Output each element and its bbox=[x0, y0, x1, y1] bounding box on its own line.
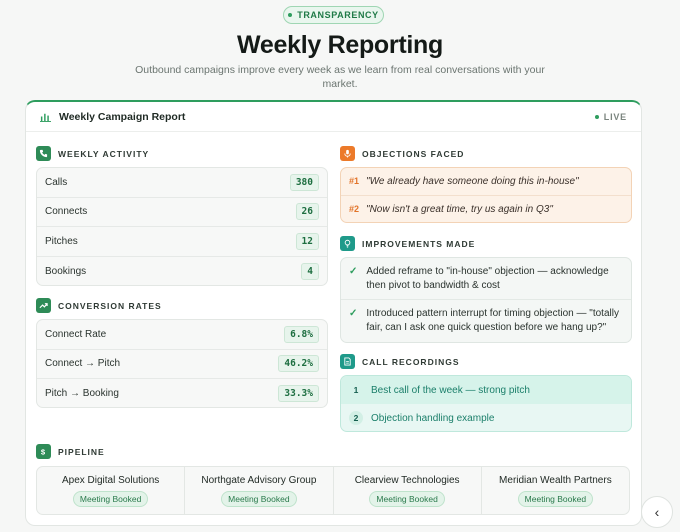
improvement-text: Introduced pattern interrupt for timing … bbox=[366, 308, 619, 333]
phone-icon bbox=[36, 146, 51, 161]
activity-row: Calls 380 bbox=[37, 168, 327, 198]
live-label: LIVE bbox=[603, 111, 627, 122]
pipeline-panel: Apex Digital Solutions Meeting Booked No… bbox=[36, 466, 630, 515]
weekly-activity-panel: Calls 380 Connects 26 Pitches 12 Booking… bbox=[36, 167, 328, 286]
pipeline-item: Apex Digital Solutions Meeting Booked bbox=[37, 467, 186, 514]
improvements-heading: IMPROVEMENTS MADE bbox=[340, 236, 475, 251]
conversion-label: Connect Rate bbox=[45, 328, 107, 340]
conversion-rates-label: CONVERSION RATES bbox=[58, 300, 162, 311]
recordings-heading: CALL RECORDINGS bbox=[340, 354, 460, 369]
conversion-label: Connect → Pitch bbox=[45, 358, 121, 370]
pipeline-label: PIPELINE bbox=[58, 446, 105, 457]
activity-label: Connects bbox=[45, 206, 88, 218]
objection-number: #1 bbox=[349, 176, 360, 187]
weekly-activity-heading: WEEKLY ACTIVITY bbox=[36, 146, 149, 161]
dollar-icon: $ bbox=[36, 444, 51, 459]
activity-value: 12 bbox=[295, 232, 319, 250]
recording-title: Best call of the week — strong pitch bbox=[371, 384, 530, 396]
activity-row: Connects 26 bbox=[37, 198, 327, 227]
pipeline-status-badge: Meeting Booked bbox=[517, 490, 594, 507]
weekly-campaign-report-card: Weekly Campaign Report LIVE WEEKLY ACTIV… bbox=[25, 100, 642, 526]
activity-label: Pitches bbox=[45, 235, 78, 247]
check-icon: ✓ bbox=[349, 266, 358, 277]
back-button[interactable]: ‹ bbox=[641, 496, 673, 528]
conversion-value: 33.3% bbox=[278, 385, 319, 403]
pipeline-item: Meridian Wealth Partners Meeting Booked bbox=[482, 467, 629, 514]
svg-text:$: $ bbox=[41, 447, 46, 456]
objection-text: "We already have someone doing this in-h… bbox=[366, 175, 579, 187]
trending-up-icon bbox=[36, 298, 51, 313]
recordings-label: CALL RECORDINGS bbox=[362, 356, 460, 367]
improvements-label: IMPROVEMENTS MADE bbox=[362, 238, 476, 249]
conversion-row: Pitch → Booking 33.3% bbox=[37, 379, 327, 407]
card-header: Weekly Campaign Report LIVE bbox=[26, 102, 641, 132]
pipeline-item: Northgate Advisory Group Meeting Booked bbox=[185, 467, 334, 514]
page-title: Weekly Reporting bbox=[237, 31, 443, 59]
activity-label: Bookings bbox=[45, 265, 87, 277]
recording-title: Objection handling example bbox=[371, 412, 495, 424]
lightbulb-icon bbox=[340, 236, 355, 251]
objection-item: #2 "Now isn't a great time, try us again… bbox=[341, 196, 631, 224]
badge-dot bbox=[288, 13, 293, 17]
improvement-text: Added reframe to "in-house" objection — … bbox=[366, 266, 609, 291]
activity-value: 4 bbox=[301, 262, 319, 280]
objection-number: #2 bbox=[349, 204, 360, 215]
pipeline-company: Northgate Advisory Group bbox=[201, 474, 317, 486]
pipeline-company: Apex Digital Solutions bbox=[61, 474, 160, 486]
objections-label: OBJECTIONS FACED bbox=[362, 148, 465, 159]
conversion-row: Connect → Pitch 46.2% bbox=[37, 350, 327, 379]
improvement-item: ✓ Added reframe to "in-house" objection … bbox=[341, 258, 631, 300]
recording-number: 2 bbox=[349, 411, 363, 425]
pipeline-status-badge: Meeting Booked bbox=[369, 490, 445, 507]
microphone-icon bbox=[340, 146, 355, 161]
pipeline-status-badge: Meeting Booked bbox=[72, 490, 149, 507]
conversion-value: 46.2% bbox=[278, 355, 319, 373]
check-icon: ✓ bbox=[349, 308, 358, 319]
objections-panel: #1 "We already have someone doing this i… bbox=[340, 167, 632, 223]
activity-row: Bookings 4 bbox=[37, 257, 327, 286]
card-title: Weekly Campaign Report bbox=[59, 110, 186, 123]
activity-row: Pitches 12 bbox=[37, 227, 327, 257]
recording-item[interactable]: 2 Objection handling example bbox=[341, 404, 631, 431]
conversion-label: Pitch → Booking bbox=[45, 388, 119, 400]
transparency-badge: TRANSPARENCY bbox=[283, 6, 384, 24]
document-icon bbox=[340, 354, 355, 369]
pipeline-heading: $ PIPELINE bbox=[36, 444, 105, 459]
weekly-activity-label: WEEKLY ACTIVITY bbox=[58, 148, 150, 159]
pipeline-company: Meridian Wealth Partners bbox=[499, 474, 612, 486]
conversion-row: Connect Rate 6.8% bbox=[37, 320, 327, 350]
badge-label: TRANSPARENCY bbox=[297, 10, 379, 20]
activity-label: Calls bbox=[45, 176, 68, 188]
conversion-value: 6.8% bbox=[284, 325, 319, 343]
recording-item[interactable]: 1 Best call of the week — strong pitch bbox=[341, 376, 631, 404]
activity-value: 26 bbox=[295, 203, 319, 221]
live-indicator: LIVE bbox=[594, 111, 627, 122]
pipeline-status-badge: Meeting Booked bbox=[221, 490, 297, 507]
page-subtitle: Outbound campaigns improve every week as… bbox=[135, 64, 545, 90]
recordings-panel: 1 Best call of the week — strong pitch 2… bbox=[340, 375, 632, 432]
pipeline-item: Clearview Technologies Meeting Booked bbox=[334, 467, 482, 514]
improvements-panel: ✓ Added reframe to "in-house" objection … bbox=[340, 257, 632, 343]
conversion-rates-heading: CONVERSION RATES bbox=[36, 298, 162, 313]
improvement-item: ✓ Introduced pattern interrupt for timin… bbox=[341, 300, 631, 341]
chevron-left-icon: ‹ bbox=[654, 504, 660, 520]
bar-chart-icon bbox=[40, 113, 51, 122]
recording-number: 1 bbox=[353, 385, 359, 395]
objection-text: "Now isn't a great time, try us again in… bbox=[366, 203, 553, 215]
pipeline-company: Clearview Technologies bbox=[354, 474, 460, 486]
activity-value: 380 bbox=[289, 173, 319, 191]
conversion-rates-panel: Connect Rate 6.8% Connect → Pitch 46.2% … bbox=[36, 319, 328, 408]
objections-heading: OBJECTIONS FACED bbox=[340, 146, 464, 161]
live-dot bbox=[594, 114, 599, 119]
objection-item: #1 "We already have someone doing this i… bbox=[341, 168, 631, 196]
